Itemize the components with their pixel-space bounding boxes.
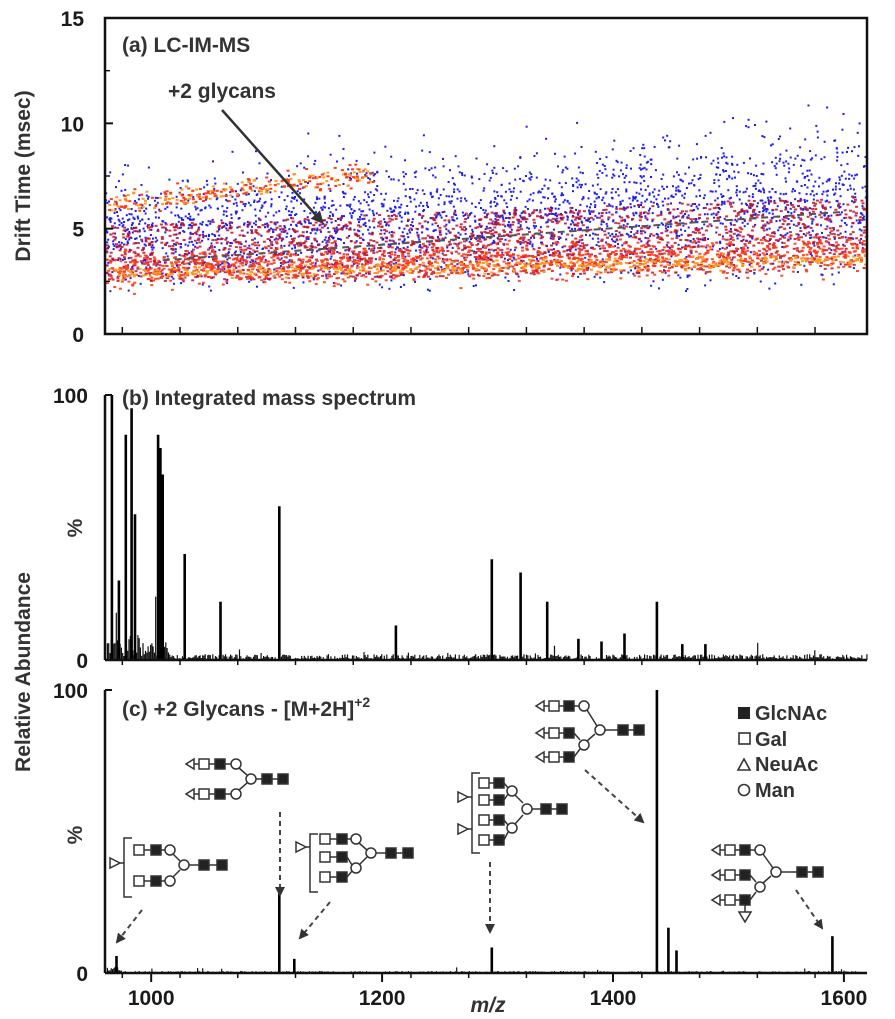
panel-b-peaks [110, 395, 707, 660]
arrow-glycan-3 [298, 901, 331, 940]
glycan-structure-2 [184, 757, 289, 801]
panel-a: (a) LC-IM-MS +2 glycans 0 5 10 15 Drift Tim… [12, 8, 869, 347]
legend: GlcNAc Gal NeuAc Man [736, 703, 827, 802]
panel-b: 0 100 (b) Integrated mass spectrum % [53, 385, 868, 673]
heatmap-bg [105, 18, 867, 334]
y-axis-label-drift: Drift Time (msec) [12, 90, 35, 261]
ytick-label: 100 [53, 680, 88, 703]
neuac-icon [736, 757, 752, 771]
y-axis-label-relative-abundance: Relative Abundance [12, 572, 35, 772]
annotation-label: +2 glycans [168, 80, 276, 103]
a-ytick-label: 15 [61, 8, 85, 31]
xtick-label: 1200 [359, 987, 406, 1010]
panel-a-label: (a) LC-IM-MS [122, 34, 250, 57]
y-axis-label-percent-b: % [64, 518, 87, 537]
legend-glcnac: GlcNAc [755, 703, 827, 725]
glcnac-icon [738, 707, 750, 719]
a-ytick-label: 0 [72, 324, 84, 347]
ytick-label: 0 [76, 963, 88, 986]
glycan-structure-3 [295, 833, 414, 893]
gal-icon [738, 732, 751, 745]
legend-gal: Gal [755, 729, 787, 751]
heatmap-body [105, 18, 867, 334]
xtick-label: 1000 [128, 987, 175, 1010]
panel-b-y-ticks: 0 100 [53, 385, 816, 673]
legend-man: Man [755, 780, 795, 802]
heatmap-hot-streaks [108, 163, 375, 213]
heatmap-yellow-ridge [108, 252, 867, 281]
legend-neuac: NeuAc [755, 754, 818, 776]
panel-c: 0 100 1000 1200 1400 1600 (c) +2 Glycans - [… [12, 572, 867, 1017]
arrow-glycan-5 [584, 769, 645, 824]
glycan-structure-5 [534, 699, 645, 764]
arrow-glycan-6 [795, 889, 824, 930]
trend-line [162, 210, 844, 262]
panel-b-label: (b) Integrated mass spectrum [122, 387, 416, 410]
xtick-label: 1600 [821, 987, 868, 1010]
annotation-arrow [221, 109, 324, 224]
y-axis-label-percent-c: % [64, 825, 87, 844]
x-axis-label: m/z [470, 994, 506, 1017]
x-axis-ticks: 1000 1200 1400 1600 [128, 973, 867, 1010]
glycan-structure-1 [109, 837, 228, 898]
a-ytick-label: 5 [72, 219, 84, 242]
ytick-label: 0 [76, 650, 88, 673]
panel-c-peaks [115, 690, 834, 973]
xtick-label: 1400 [590, 987, 637, 1010]
glycan-structure-6 [710, 843, 824, 924]
glycan-structures [109, 699, 824, 944]
a-ytick-label: 10 [61, 113, 84, 136]
arrow-glycan-1 [115, 909, 143, 944]
panel-c-y-ticks: 0 100 [53, 680, 816, 986]
glycan-structure-4 [457, 772, 568, 854]
man-icon [737, 783, 751, 797]
panel-c-label: (c) +2 Glycans - [M+2H]+2 [122, 694, 370, 721]
panel-a-y-axis: 0 5 10 15 [61, 8, 816, 347]
ytick-label: 100 [53, 385, 88, 408]
